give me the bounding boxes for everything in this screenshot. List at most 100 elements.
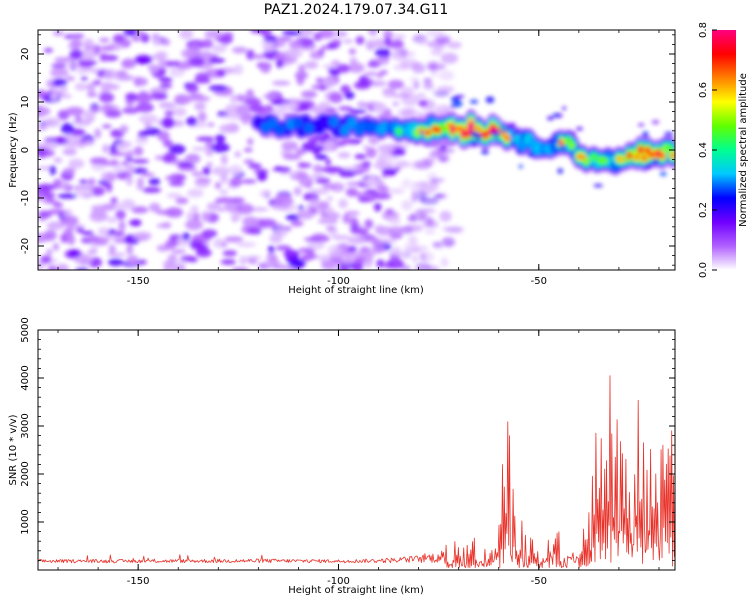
noise-blob: [347, 235, 366, 245]
noise-blob: [376, 72, 384, 78]
noise-blob: [57, 193, 78, 199]
noise-blob: [300, 90, 318, 99]
noise-blob: [79, 179, 89, 184]
noise-blob: [280, 102, 299, 112]
noise-blob: [70, 38, 83, 50]
x-tick-label: -150: [127, 576, 150, 587]
noise-blob: [162, 38, 171, 47]
signal-speck: [513, 131, 520, 136]
noise-blob: [365, 39, 377, 50]
noise-blob: [173, 107, 187, 117]
noise-blob: [158, 101, 172, 109]
noise-blob: [54, 57, 71, 64]
noise-blob: [393, 47, 407, 55]
noise-blob: [173, 60, 181, 66]
noise-blob: [119, 141, 132, 148]
snr-background: [38, 330, 675, 570]
noise-blob: [45, 197, 55, 204]
noise-blob: [293, 186, 302, 196]
noise-blob: [399, 181, 420, 189]
noise-blob: [81, 231, 94, 236]
colorbar-tick-label: 0.0: [698, 262, 709, 278]
noise-blob: [135, 136, 149, 145]
noise-blob: [426, 265, 440, 270]
noise-blob: [163, 266, 171, 270]
noise-blob: [214, 181, 222, 190]
noise-blob: [175, 197, 189, 205]
noise-blob: [329, 92, 343, 104]
signal-speck: [643, 163, 653, 170]
noise-blob: [299, 101, 310, 112]
noise-blob: [210, 142, 230, 153]
noise-blob: [38, 106, 51, 117]
noise-blob: [159, 82, 173, 89]
signal-speck: [659, 171, 667, 177]
signal-speck: [552, 113, 561, 118]
noise-blob: [109, 143, 119, 154]
noise-blob: [206, 202, 221, 212]
noise-blob: [346, 245, 358, 253]
noise-blob: [326, 196, 334, 202]
signal-blob: [468, 123, 474, 131]
noise-blob: [429, 178, 445, 183]
noise-blob: [365, 147, 377, 159]
signal-speck: [440, 144, 446, 151]
noise-blob: [356, 250, 376, 258]
colorbar-ticks: 0.0 0.2 0.4 0.6 0.8: [698, 22, 717, 278]
signal-blob: [619, 157, 626, 163]
noise-blob: [230, 212, 242, 221]
noise-blob: [285, 214, 300, 221]
noise-blob: [298, 247, 313, 254]
colorbar-tick-label: 0.8: [698, 22, 709, 38]
noise-blob: [193, 212, 200, 223]
noise-blob: [411, 192, 418, 203]
noise-blob: [125, 92, 138, 101]
noise-blob: [368, 30, 378, 36]
signal-blob: [626, 152, 633, 159]
noise-blob: [108, 151, 127, 157]
noise-blob: [55, 263, 69, 270]
noise-blob: [250, 30, 265, 34]
signal-speck: [471, 140, 477, 147]
signal-speck: [453, 100, 463, 108]
x-tick-label: -100: [327, 276, 350, 287]
colorbar-tick-label: 0.6: [698, 82, 709, 98]
noise-blob: [166, 192, 182, 199]
signal-blob: [600, 156, 609, 165]
noise-blob: [331, 39, 342, 45]
noise-blob: [53, 157, 63, 164]
noise-blob: [301, 141, 319, 152]
signal-speck: [525, 152, 534, 156]
chart-title: PAZ1.2024.179.07.34.G11: [264, 2, 449, 18]
snr-series-line: [38, 375, 675, 568]
noise-blob: [177, 162, 194, 168]
y-tick-label: 10: [20, 96, 31, 109]
noise-blob: [241, 115, 250, 125]
noise-blob: [268, 245, 275, 254]
noise-blob: [257, 170, 268, 182]
noise-blob: [204, 30, 224, 39]
noise-blob: [323, 76, 337, 88]
signal-blob: [558, 139, 565, 146]
noise-blob: [259, 62, 271, 73]
noise-blob: [342, 257, 354, 265]
noise-blob: [249, 207, 269, 212]
noise-blob: [272, 167, 292, 172]
noise-blob: [323, 139, 336, 151]
noise-blob: [220, 154, 228, 166]
colorbar-label: Normalized spectral amplitude: [738, 73, 749, 227]
noise-blob: [90, 205, 109, 212]
noise-blob: [246, 227, 258, 235]
signal-speck: [546, 116, 555, 121]
noise-blob: [162, 261, 176, 266]
noise-blob: [288, 40, 303, 50]
noise-blob: [182, 232, 191, 241]
noise-blob: [310, 199, 319, 208]
noise-blob: [115, 146, 127, 150]
signal-blob: [500, 131, 507, 137]
noise-blob: [373, 202, 382, 212]
noise-blob: [221, 241, 228, 248]
signal-blob: [580, 154, 586, 160]
x-tick-label: -150: [127, 276, 150, 287]
noise-blob: [133, 146, 144, 157]
